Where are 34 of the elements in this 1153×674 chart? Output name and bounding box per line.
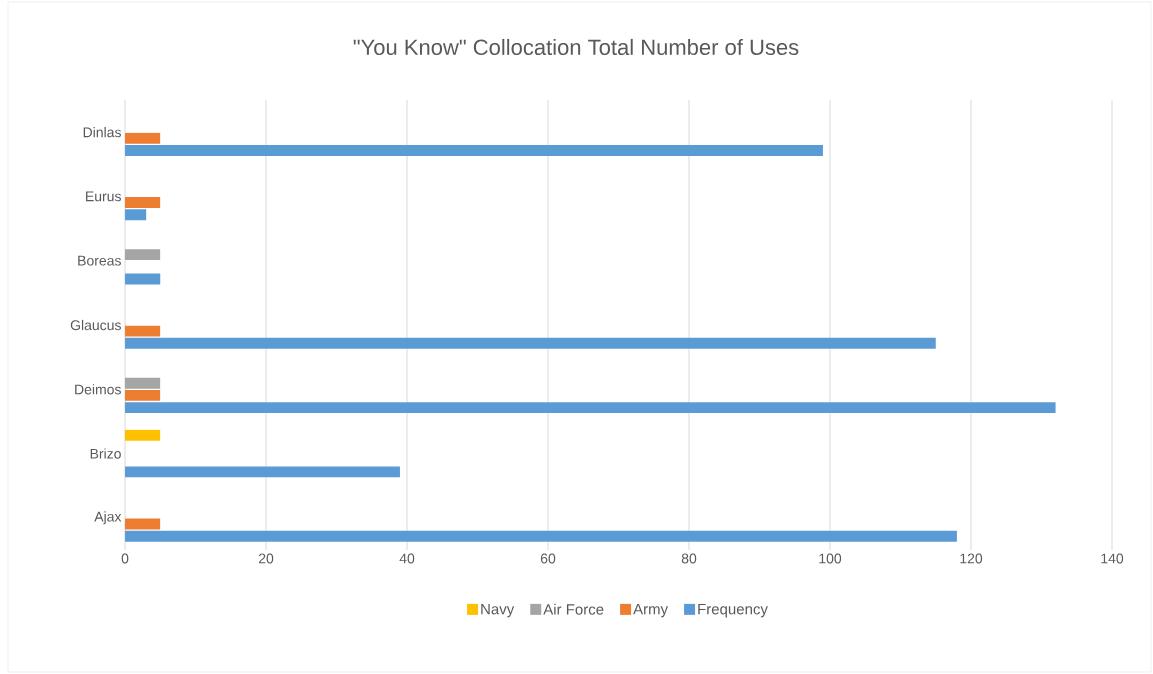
- bar: [125, 337, 936, 349]
- bar: [125, 249, 161, 261]
- legend-label: Air Force: [543, 603, 604, 615]
- bar: [125, 377, 161, 389]
- bar: [125, 209, 147, 221]
- x-tick-label: 0: [121, 553, 129, 564]
- bar: [125, 518, 161, 530]
- y-tick-label: Ajax: [94, 511, 122, 525]
- bar: [125, 132, 161, 144]
- x-tick-label: 80: [681, 553, 697, 564]
- bar: [125, 429, 161, 441]
- bar: [125, 389, 161, 401]
- bar: [125, 402, 1056, 414]
- x-tick-label: 100: [819, 553, 842, 564]
- y-tick-label: Eurus: [86, 191, 121, 202]
- x-tick-label: 20: [258, 553, 274, 564]
- bar: [125, 325, 161, 337]
- legend-label: Navy: [481, 603, 515, 618]
- y-tick-label: Brizo: [90, 448, 121, 459]
- x-tick-label: 40: [399, 553, 415, 564]
- y-tick-label: Boreas: [78, 255, 121, 266]
- bar: [125, 144, 823, 156]
- x-tick-label: 60: [540, 553, 556, 564]
- legend-label: Army: [633, 603, 669, 618]
- y-tick-label: Glaucus: [70, 319, 121, 331]
- bar: [125, 466, 400, 478]
- y-tick-label: Dinlas: [83, 126, 121, 138]
- chart-title: "You Know" Collocation Total Number of Uses: [353, 38, 799, 56]
- bar: [125, 530, 957, 542]
- bar: [125, 197, 161, 208]
- x-tick-label: 140: [1101, 553, 1124, 564]
- y-tick-label: Deimos: [75, 384, 121, 395]
- x-tick-label: 120: [960, 553, 983, 564]
- legend-label: Frequency: [698, 603, 768, 618]
